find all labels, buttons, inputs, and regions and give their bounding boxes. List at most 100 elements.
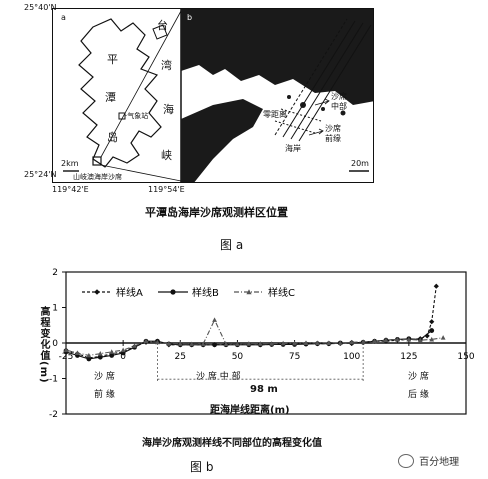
sand-front-char-2: 席 <box>333 124 341 133</box>
legend-label-series-a: 样线A <box>116 286 143 299</box>
legend-label-series-c: 样线C <box>268 286 295 299</box>
series-c-point <box>269 341 275 346</box>
series-b-point <box>97 354 103 360</box>
series-c-point <box>360 339 366 344</box>
legend-marker-series-c <box>246 289 252 295</box>
y-tick-label: -1 <box>49 375 58 385</box>
series-c-point <box>246 341 252 346</box>
sand-mid-char-3: 中 <box>331 102 339 111</box>
series-c-point <box>429 336 435 342</box>
series-c-point <box>109 349 115 354</box>
x-tick-label: 25 <box>175 352 186 362</box>
series-c-point <box>372 338 377 344</box>
weather-station-label: ·气象站 <box>125 112 149 120</box>
series-a-point <box>424 333 430 339</box>
lat-bottom-label: 25°24'N <box>24 170 57 179</box>
transect-lines <box>274 18 372 142</box>
series-c-point <box>120 347 126 353</box>
series-c-point <box>189 341 195 347</box>
watermark-text: 百分地理 <box>419 457 460 468</box>
series-c-point <box>280 340 286 346</box>
series-c-point <box>292 340 297 346</box>
series-c-line <box>65 318 444 356</box>
island-char-3: 岛 <box>107 131 118 144</box>
y-tick-label: 0 <box>52 339 58 349</box>
sand-front-char-1: 沙 <box>325 124 333 133</box>
island-char-1: 平 <box>107 53 118 66</box>
x-tick-label: 150 <box>457 352 474 362</box>
pingtan-islet <box>152 24 168 40</box>
panel-b-letter: b <box>187 13 193 22</box>
series-c-point <box>303 340 309 345</box>
figure-b-caption: 海岸沙席观测样线不同部位的高程变化值 <box>142 438 322 449</box>
wechat-icon <box>398 453 414 468</box>
series-c-point <box>349 339 355 345</box>
series-c-point <box>257 341 263 346</box>
x-tick-label: 0 <box>120 352 126 362</box>
series-c-point <box>235 341 240 347</box>
sand-mid-char-2: 席 <box>339 92 347 101</box>
dark-vegetation-area <box>181 9 373 105</box>
figure-b-label: 图 b <box>190 460 214 474</box>
x-tick-label: 100 <box>343 352 360 362</box>
series-b-point <box>86 356 92 362</box>
chart-x-axis-label: 距海岸线距离(m) <box>210 405 290 416</box>
sea-area <box>181 99 263 182</box>
x-tick-label: 125 <box>400 352 417 362</box>
series-c-point <box>132 343 137 348</box>
x-tick-label: 75 <box>289 352 300 362</box>
coast-label: 海岸 <box>285 144 301 153</box>
series-c-point <box>200 341 206 347</box>
series-c-point <box>86 352 92 358</box>
y-tick-label: -2 <box>49 410 58 420</box>
sand-mid-char-4: 部 <box>339 102 347 111</box>
series-c-point <box>337 340 343 345</box>
figure-a-label: 图 a <box>220 238 244 252</box>
chart-y-axis-label: 高程变化值(m) <box>38 306 49 384</box>
panel-a-letter: a <box>61 13 66 22</box>
series-c-point <box>440 335 446 340</box>
location-map-svg <box>63 9 373 182</box>
series-c-point <box>155 339 160 345</box>
lon-left-label: 119°42'E <box>52 185 89 194</box>
strait-char-2: 湾 <box>161 59 172 72</box>
strait-char-1: 台 <box>157 19 168 32</box>
series-b-point <box>429 328 435 333</box>
zero-distance-label: 零距离 <box>263 110 287 119</box>
zone-back-label: 沙 席 <box>408 372 429 382</box>
series-b-point <box>109 353 115 358</box>
lon-right-label: 119°54'E <box>148 185 185 194</box>
legend-marker-series-b <box>170 289 176 295</box>
series-c-point <box>97 351 103 356</box>
sample-site-box <box>92 156 102 166</box>
strait-char-3: 海 <box>163 103 174 116</box>
location-map: a b 台 湾 海 峡 平 潭 岛 ·气象站 山岐澳海岸沙席 2km 20m 零… <box>52 8 374 183</box>
zone-front-label: 沙 席 <box>94 372 115 382</box>
series-c-point <box>143 338 149 344</box>
strait-char-4: 峡 <box>161 149 172 162</box>
lat-top-label: 25°40'N <box>24 3 57 12</box>
series-c-point <box>212 317 217 322</box>
series-c-point <box>383 337 389 343</box>
island-char-2: 潭 <box>105 91 116 104</box>
series-c-point <box>166 341 172 346</box>
y-tick-label: 2 <box>52 268 58 278</box>
series-c-point <box>406 336 412 342</box>
legend-marker-series-a <box>94 289 100 295</box>
series-a-line <box>65 286 437 359</box>
pingtan-island-outline <box>78 18 162 168</box>
sand-front-char-3: 前 <box>325 134 333 143</box>
zone-back-sub: 后 缘 <box>408 390 429 400</box>
legend-label-series-b: 样线B <box>192 286 219 299</box>
x-tick-label: 50 <box>232 352 244 362</box>
series-c-point <box>326 340 332 345</box>
sample-site-label: 山岐澳海岸沙席 <box>73 173 122 181</box>
series-c-point <box>315 340 320 345</box>
sand-front-char-4: 缘 <box>333 134 341 143</box>
series-c-point <box>63 347 69 353</box>
series-a-point <box>433 283 439 289</box>
series-c-point <box>223 341 229 347</box>
series-c-point <box>75 350 80 355</box>
scale-a-label: 2km <box>61 159 79 168</box>
